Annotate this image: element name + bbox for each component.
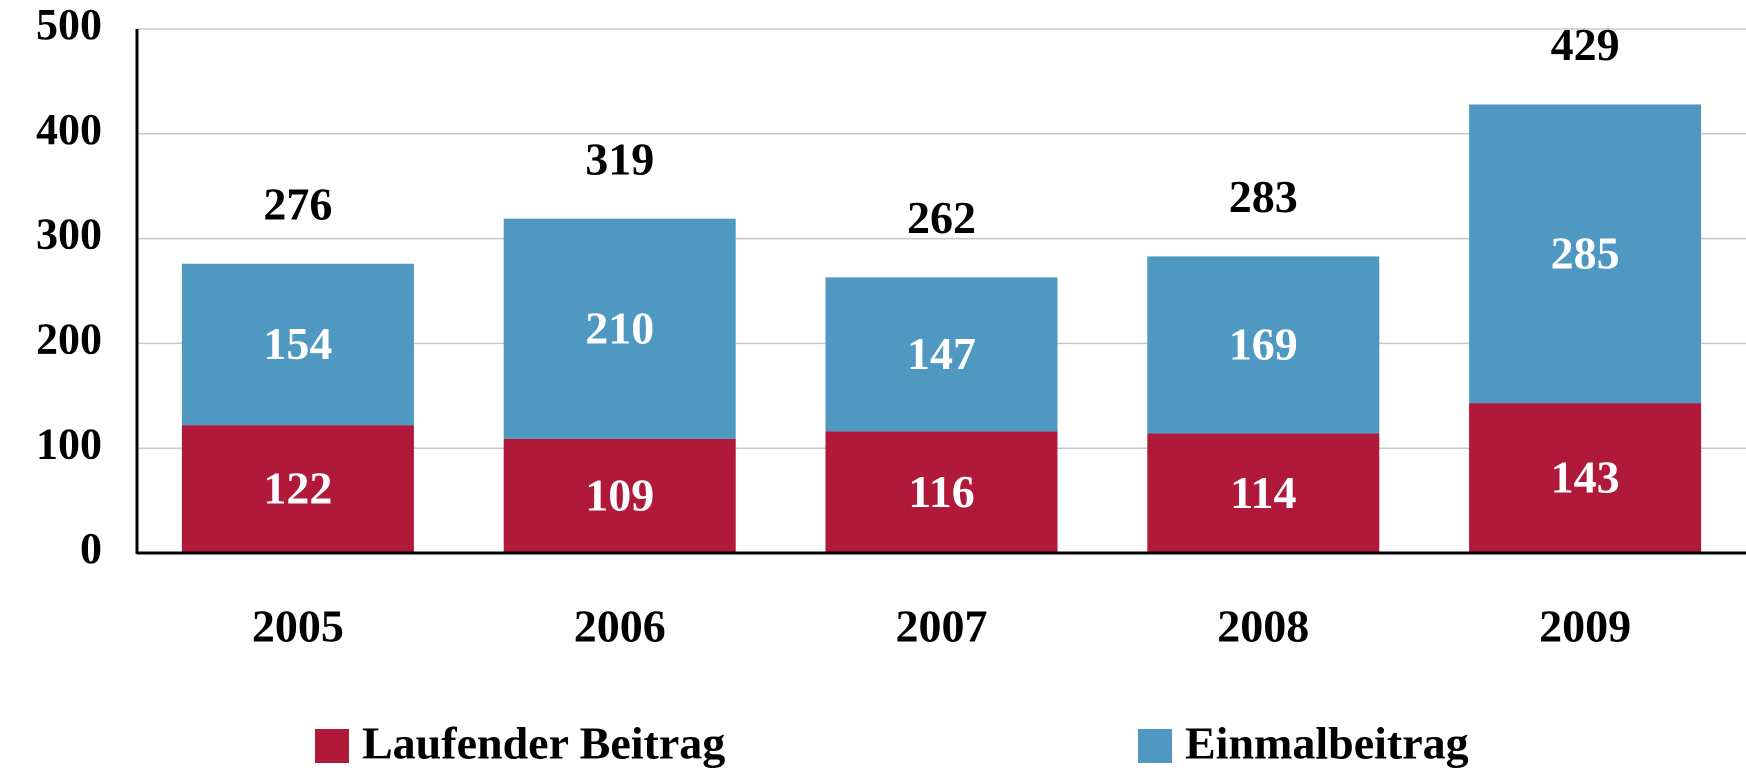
x-tick-label: 2006 — [574, 601, 666, 652]
y-tick-label: 200 — [36, 314, 102, 363]
legend-label: Einmalbeitrag — [1185, 718, 1469, 769]
data-label: 210 — [585, 302, 654, 353]
total-label: 276 — [263, 178, 332, 229]
data-label: 109 — [585, 469, 654, 520]
bar-segment — [1147, 256, 1380, 434]
bar-segment — [825, 431, 1058, 553]
y-tick-label: 0 — [80, 524, 102, 573]
y-tick-label: 100 — [36, 419, 102, 468]
data-label: 114 — [1230, 467, 1296, 518]
bar-segment — [181, 425, 414, 553]
x-tick-label: 2005 — [252, 601, 344, 652]
y-tick-label: 500 — [36, 0, 102, 49]
bar-segment — [503, 218, 736, 439]
bar-segment — [1469, 104, 1702, 404]
bar-segment — [825, 277, 1058, 432]
y-tick-label: 400 — [36, 105, 102, 154]
data-label: 169 — [1229, 319, 1298, 370]
x-tick-label: 2009 — [1539, 601, 1631, 652]
bar-segment — [181, 263, 414, 426]
total-label: 283 — [1229, 171, 1298, 222]
legend-swatch — [315, 729, 349, 763]
legend-swatch — [1138, 729, 1172, 763]
bar-segment — [1469, 403, 1702, 553]
data-label: 122 — [263, 463, 332, 514]
bar-segment — [1147, 433, 1380, 553]
data-label: 143 — [1551, 452, 1620, 503]
data-label: 285 — [1551, 227, 1620, 278]
data-label: 116 — [908, 466, 974, 517]
x-tick-label: 2008 — [1217, 601, 1309, 652]
total-label: 319 — [585, 133, 654, 184]
total-label: 262 — [907, 192, 976, 243]
total-label: 429 — [1551, 19, 1620, 70]
legend-label: Laufender Beitrag — [362, 718, 725, 769]
data-label: 154 — [263, 318, 332, 369]
bar-segment — [503, 438, 736, 553]
data-label: 147 — [907, 328, 976, 379]
y-tick-label: 300 — [36, 210, 102, 259]
x-tick-label: 2007 — [896, 601, 988, 652]
